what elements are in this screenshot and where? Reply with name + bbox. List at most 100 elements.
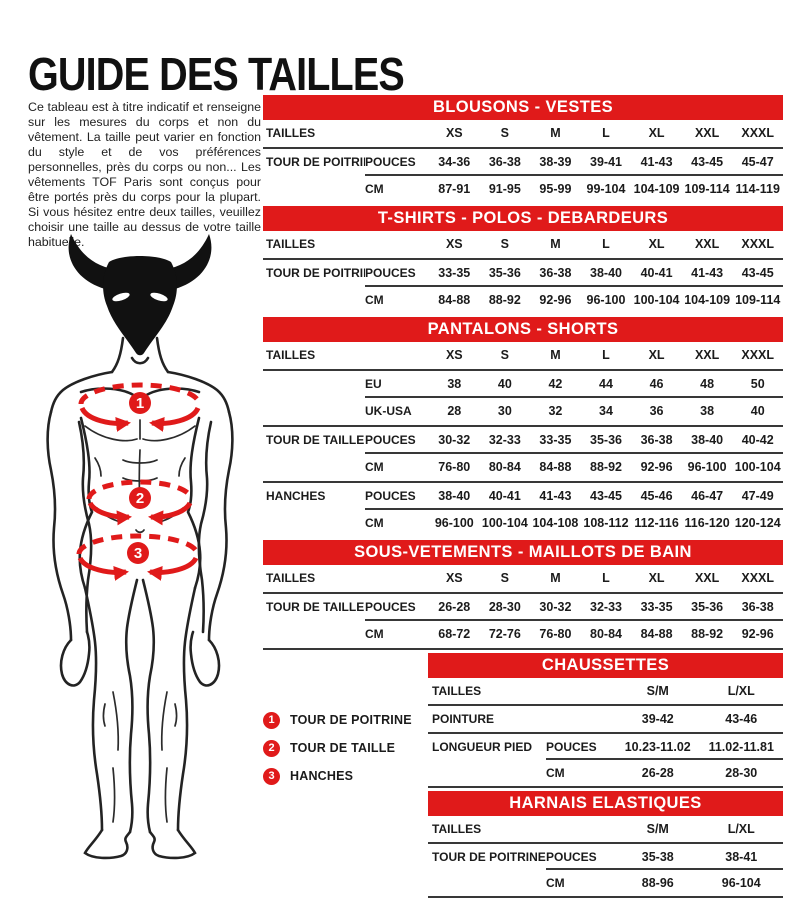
value-cell: 109-114 [735,293,781,307]
table-harnais-elastiques: HARNAIS ELASTIQUES TAILLES S/M L/XL TOUR… [428,791,783,898]
value-cell: 47-49 [732,483,783,510]
value-cell: 100-104 [633,293,680,307]
empty-cell [365,342,429,369]
value-cell: 87-91 [438,182,471,196]
measure-ring-hips: 3 [76,533,200,581]
value-cell: 46-47 [681,483,733,510]
value-cell: 28 [447,404,462,418]
value-cell: 80-84 [590,627,622,641]
unit-label: CM [365,293,384,307]
empty-cell [546,816,616,842]
measure-row: TOUR DE POITRINE POUCES 33-35 35-36 36-3… [263,260,783,287]
value-cell: 43-45 [732,260,783,287]
size-cell: L/XL [727,822,755,836]
size-cell: XL [648,126,665,140]
legend-item-taille: 2 TOUR DE TAILLE [263,734,412,762]
value-cell: 96-100 [586,293,626,307]
table-title: SOUS-VETEMENTS - MAILLOTS DE BAIN [263,540,783,565]
value-cell: 32 [548,404,563,418]
table-title: T-SHIRTS - POLOS - DEBARDEURS [263,206,783,231]
unit-label: POUCES [365,149,429,176]
sizes-header: TAILLES [432,822,482,836]
size-cell: S/M [646,684,669,698]
size-cell: L [602,571,610,585]
measure-ring-chest: 1 [78,382,202,432]
measure-label [263,371,365,398]
measure-label: TOUR DE POITRINE [266,155,365,169]
size-cell: L/XL [727,684,755,698]
value-cell: 30 [497,404,512,418]
value-cell: 76-80 [539,627,572,641]
measure-row: CM 76-80 80-84 84-88 88-92 92-96 96-100 … [263,454,783,483]
size-cell: M [550,571,561,585]
sizes-header: TAILLES [266,571,316,585]
value-cell: 88-92 [691,627,724,641]
size-cell: M [550,126,561,140]
measure-row: CM 88-96 96-104 [428,870,783,898]
measure-row: TOUR DE POITRINE POUCES 35-38 38-41 [428,844,783,870]
size-cell: XXXL [741,348,775,362]
table-header-row: TAILLES S/M L/XL [428,816,783,844]
value-cell: 104-109 [684,293,731,307]
measure-row: LONGUEUR PIED POUCES 10.23-11.02 11.02-1… [428,734,783,760]
measure-label: HANCHES [266,489,326,503]
unit-label: CM [365,460,384,474]
value-cell: 33-35 [631,594,682,621]
size-cell: XL [648,571,665,585]
unit-label: UK-USA [365,404,412,418]
table-header-row: TAILLES XS S M L XL XXL XXXL [263,342,783,371]
table-title: CHAUSSETTES [428,653,783,678]
value-cell: 35-36 [681,594,733,621]
value-cell: 80-84 [488,460,521,474]
value-cell: 40-41 [479,483,531,510]
size-cell: S [500,571,510,585]
measure-row: CM 26-28 28-30 [428,760,783,788]
value-cell: 43-45 [580,483,632,510]
table-title: HARNAIS ELASTIQUES [428,791,783,816]
unit-label: POUCES [546,844,616,870]
measurement-legend: 1 TOUR DE POITRINE 2 TOUR DE TAILLE 3 HA… [263,706,412,790]
legend-badge-3: 3 [263,767,280,785]
value-cell: 96-104 [721,876,761,890]
value-cell: 40-41 [631,260,682,287]
legend-label: HANCHES [290,769,354,783]
table-title: BLOUSONS - VESTES [263,95,783,120]
legend-label: TOUR DE TAILLE [290,741,396,755]
value-cell: 45-47 [732,149,783,176]
legend-label: TOUR DE POITRINE [290,713,412,727]
minotaur-measurement-figure: 1 2 3 [25,212,265,867]
value-cell: 40 [479,371,531,398]
size-cell: XXL [694,126,720,140]
sizes-header: TAILLES [266,237,316,251]
value-cell: 112-116 [634,516,679,530]
value-cell: 45-46 [631,483,682,510]
value-cell: 92-96 [741,627,774,641]
measure-label: TOUR DE TAILLE [266,433,365,447]
value-cell: 26-28 [641,766,674,780]
marker-2: 2 [136,490,144,507]
size-cell: S [500,126,510,140]
value-cell: 99-104 [586,182,626,196]
value-cell: 32-33 [479,427,531,454]
value-cell: 84-88 [539,460,572,474]
measure-row: TOUR DE TAILLE POUCES 30-32 32-33 33-35 … [263,427,783,454]
marker-3: 3 [134,545,142,562]
size-cell: S [500,348,510,362]
value-cell: 28-30 [479,594,531,621]
measure-row: POINTURE 39-42 43-46 [428,706,783,734]
unit-label: POUCES [365,594,429,621]
value-cell: 42 [530,371,581,398]
sizes-header: TAILLES [266,126,316,140]
table-pantalons-shorts: PANTALONS - SHORTS TAILLES XS S M L XL X… [263,317,783,537]
measure-label [428,760,546,786]
page-title: GUIDE DES TAILLES [28,47,405,100]
measure-label: TOUR DE POITRINE [266,266,365,280]
value-cell: 38-40 [681,427,733,454]
size-cell: XL [648,348,665,362]
body-outline [46,336,234,860]
size-cell: S/M [646,822,669,836]
empty-cell [365,565,429,592]
bull-head-icon [68,234,212,356]
empty-cell [546,678,616,704]
measure-label [263,510,365,537]
